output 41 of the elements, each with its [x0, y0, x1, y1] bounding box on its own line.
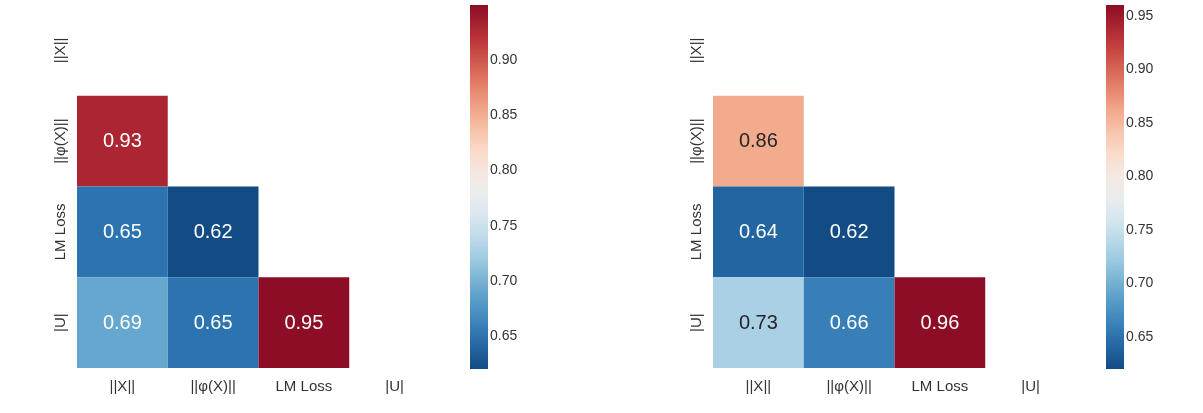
y-tick-label: |U|	[686, 313, 704, 332]
y-tick-label: ||φ(X)||	[50, 118, 68, 164]
color-bar-label: 0.85	[490, 106, 518, 123]
x-tick-label: ||φ(X)||	[190, 376, 236, 394]
data-label: 0.96	[920, 310, 960, 333]
color-bar-label: 0.65	[1126, 327, 1154, 344]
x-tick-label: ||X||	[745, 376, 772, 394]
data-label: 0.65	[193, 310, 233, 333]
data-label: 0.64	[738, 219, 778, 242]
color-bar-label: 0.70	[490, 271, 518, 288]
y-tick-label: ||X||	[50, 37, 68, 64]
y-tick-label: ||X||	[686, 37, 704, 64]
x-tick-label: |U|	[385, 376, 404, 394]
color-bar-label: 0.95	[1126, 6, 1154, 23]
data-label: 0.73	[738, 310, 778, 333]
x-tick-label: LM Loss	[911, 376, 969, 394]
color-bar-label: 0.90	[1126, 60, 1154, 77]
data-label: 0.62	[193, 219, 233, 242]
x-tick-label: LM Loss	[275, 376, 333, 394]
color-bar-label: 0.80	[1126, 167, 1154, 184]
x-tick-label: |U|	[1021, 376, 1040, 394]
y-tick-label: |U|	[50, 313, 68, 332]
color-bar-label: 0.75	[1126, 220, 1154, 237]
color-bar-label: 0.85	[1126, 113, 1154, 130]
x-tick-label: ||φ(X)||	[826, 376, 872, 394]
data-label: 0.86	[738, 129, 778, 152]
data-label: 0.95	[284, 310, 324, 333]
data-label: 0.62	[829, 219, 869, 242]
color-bar-label: 0.70	[1126, 274, 1154, 291]
data-label: 0.65	[102, 219, 142, 242]
data-label: 0.66	[829, 310, 869, 333]
color-bar-label: 0.65	[490, 326, 518, 343]
data-label: 0.69	[102, 310, 142, 333]
y-tick-label: ||φ(X)||	[686, 118, 704, 164]
y-tick-label: LM Loss	[686, 203, 704, 261]
color-bar-label: 0.80	[490, 161, 518, 178]
data-label: 0.93	[102, 129, 142, 152]
y-tick-label: LM Loss	[50, 203, 68, 261]
x-tick-label: ||X||	[109, 376, 136, 394]
color-bar-label: 0.90	[490, 51, 518, 68]
color-bar-label: 0.75	[490, 216, 518, 233]
